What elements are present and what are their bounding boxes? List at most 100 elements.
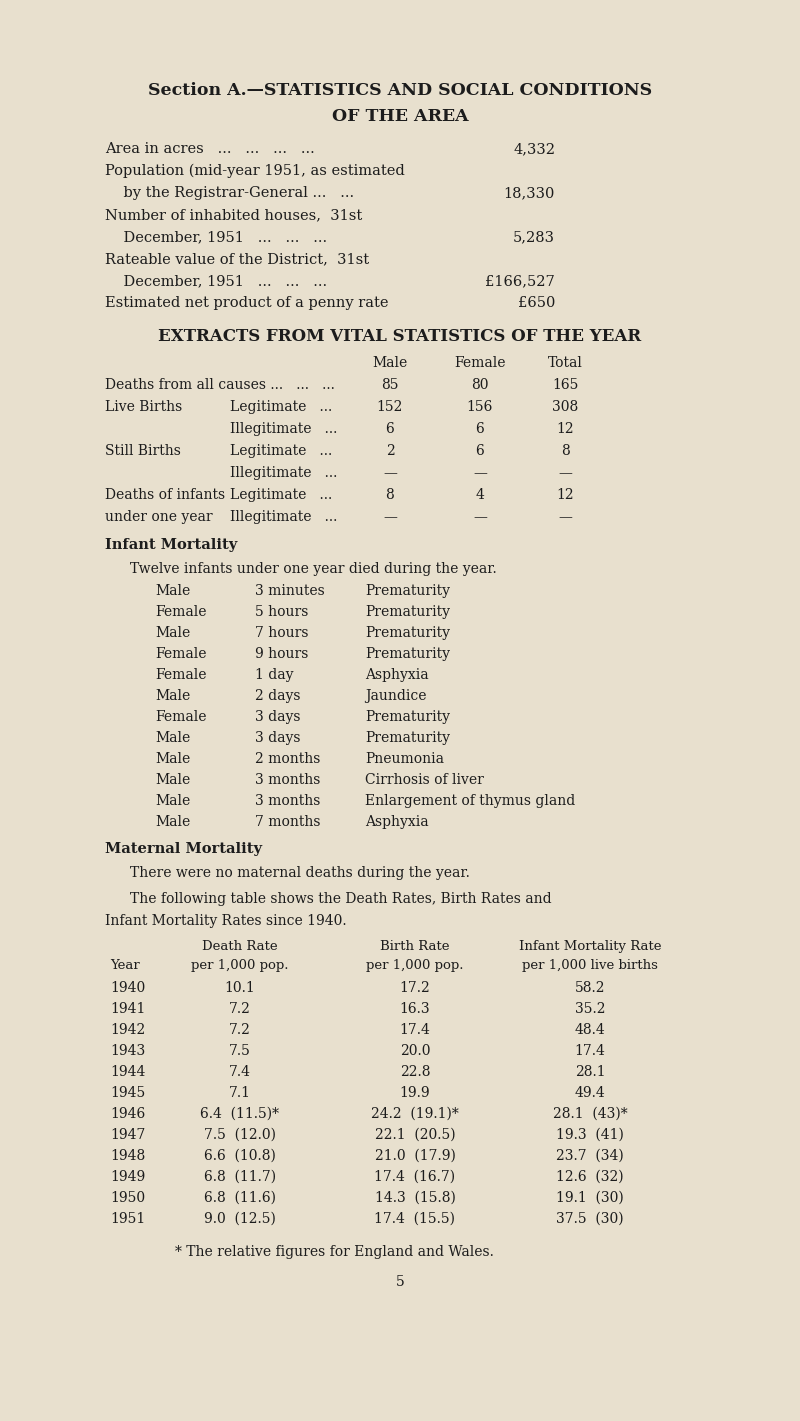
Text: Cirrhosis of liver: Cirrhosis of liver [365,773,484,787]
Text: 6.6  (10.8): 6.6 (10.8) [204,1150,276,1162]
Text: —: — [383,510,397,524]
Text: 8: 8 [386,487,394,502]
Text: Illegitimate   ...: Illegitimate ... [230,422,338,436]
Text: 6.4  (11.5)*: 6.4 (11.5)* [201,1107,279,1121]
Text: 7.2: 7.2 [229,1002,251,1016]
Text: 7.5: 7.5 [229,1044,251,1059]
Text: 85: 85 [382,378,398,392]
Text: per 1,000 pop.: per 1,000 pop. [366,959,464,972]
Text: 10.1: 10.1 [225,980,255,995]
Text: 17.4: 17.4 [399,1023,430,1037]
Text: 1944: 1944 [110,1064,146,1079]
Text: 20.0: 20.0 [400,1044,430,1059]
Text: 1942: 1942 [110,1023,146,1037]
Text: 7 hours: 7 hours [255,627,309,639]
Text: Asphyxia: Asphyxia [365,816,429,828]
Text: Male: Male [155,752,190,766]
Text: 3 months: 3 months [255,794,320,809]
Text: 28.1  (43)*: 28.1 (43)* [553,1107,627,1121]
Text: £166,527: £166,527 [486,274,555,288]
Text: 80: 80 [471,378,489,392]
Text: Birth Rate: Birth Rate [380,941,450,953]
Text: December, 1951   ...   ...   ...: December, 1951 ... ... ... [105,230,327,244]
Text: 8: 8 [561,443,570,458]
Text: 21.0  (17.9): 21.0 (17.9) [374,1150,455,1162]
Text: Male: Male [155,689,190,703]
Text: 7.1: 7.1 [229,1086,251,1100]
Text: 4: 4 [475,487,485,502]
Text: Population (mid-year 1951, as estimated: Population (mid-year 1951, as estimated [105,163,405,179]
Text: —: — [383,466,397,480]
Text: 152: 152 [377,399,403,414]
Text: Live Births: Live Births [105,399,182,414]
Text: 165: 165 [552,378,578,392]
Text: Female: Female [155,710,206,725]
Text: The following table shows the Death Rates, Birth Rates and: The following table shows the Death Rate… [130,892,552,907]
Text: Male: Male [155,627,190,639]
Text: 7.5  (12.0): 7.5 (12.0) [204,1128,276,1142]
Text: 23.7  (34): 23.7 (34) [556,1150,624,1162]
Text: 6: 6 [476,443,484,458]
Text: 7.2: 7.2 [229,1023,251,1037]
Text: Legitimate   ...: Legitimate ... [230,443,332,458]
Text: Estimated net product of a penny rate: Estimated net product of a penny rate [105,296,389,310]
Text: Number of inhabited houses,  31st: Number of inhabited houses, 31st [105,207,362,222]
Text: 5: 5 [396,1275,404,1289]
Text: per 1,000 pop.: per 1,000 pop. [191,959,289,972]
Text: Prematurity: Prematurity [365,730,450,745]
Text: Prematurity: Prematurity [365,627,450,639]
Text: December, 1951   ...   ...   ...: December, 1951 ... ... ... [105,274,327,288]
Text: Infant Mortality: Infant Mortality [105,539,238,551]
Text: 1945: 1945 [110,1086,146,1100]
Text: 17.4: 17.4 [574,1044,606,1059]
Text: Male: Male [155,794,190,809]
Text: Legitimate   ...: Legitimate ... [230,399,332,414]
Text: 7.4: 7.4 [229,1064,251,1079]
Text: There were no maternal deaths during the year.: There were no maternal deaths during the… [130,865,470,880]
Text: per 1,000 live births: per 1,000 live births [522,959,658,972]
Text: —: — [473,466,487,480]
Text: Prematurity: Prematurity [365,647,450,661]
Text: 9.0  (12.5): 9.0 (12.5) [204,1212,276,1226]
Text: 308: 308 [552,399,578,414]
Text: 4,332: 4,332 [513,142,555,156]
Text: Female: Female [155,605,206,620]
Text: Male: Male [155,730,190,745]
Text: Illegitimate   ...: Illegitimate ... [230,466,338,480]
Text: Asphyxia: Asphyxia [365,668,429,682]
Text: 22.1  (20.5): 22.1 (20.5) [374,1128,455,1142]
Text: Still Births: Still Births [105,443,181,458]
Text: 1940: 1940 [110,980,146,995]
Text: 22.8: 22.8 [400,1064,430,1079]
Text: Prematurity: Prematurity [365,710,450,725]
Text: 3 days: 3 days [255,710,301,725]
Text: 37.5  (30): 37.5 (30) [556,1212,624,1226]
Text: 6: 6 [476,422,484,436]
Text: Jaundice: Jaundice [365,689,426,703]
Text: Male: Male [155,816,190,828]
Text: * The relative figures for England and Wales.: * The relative figures for England and W… [175,1245,494,1259]
Text: 28.1: 28.1 [574,1064,606,1079]
Text: 6.8  (11.6): 6.8 (11.6) [204,1191,276,1205]
Text: Female: Female [155,668,206,682]
Text: 1947: 1947 [110,1128,146,1142]
Text: 35.2: 35.2 [574,1002,606,1016]
Text: 1950: 1950 [110,1191,145,1205]
Text: 1949: 1949 [110,1169,146,1184]
Text: under one year: under one year [105,510,213,524]
Text: 5 hours: 5 hours [255,605,308,620]
Text: 58.2: 58.2 [574,980,606,995]
Text: EXTRACTS FROM VITAL STATISTICS OF THE YEAR: EXTRACTS FROM VITAL STATISTICS OF THE YE… [158,328,642,345]
Text: by the Registrar-General ...   ...: by the Registrar-General ... ... [105,186,354,200]
Text: 3 days: 3 days [255,730,301,745]
Text: 24.2  (19.1)*: 24.2 (19.1)* [371,1107,459,1121]
Text: 19.3  (41): 19.3 (41) [556,1128,624,1142]
Text: Deaths of infants: Deaths of infants [105,487,225,502]
Text: 17.2: 17.2 [400,980,430,995]
Text: Male: Male [155,584,190,598]
Text: 18,330: 18,330 [504,186,555,200]
Text: —: — [558,466,572,480]
Text: 9 hours: 9 hours [255,647,308,661]
Text: Total: Total [547,357,582,369]
Text: Illegitimate   ...: Illegitimate ... [230,510,338,524]
